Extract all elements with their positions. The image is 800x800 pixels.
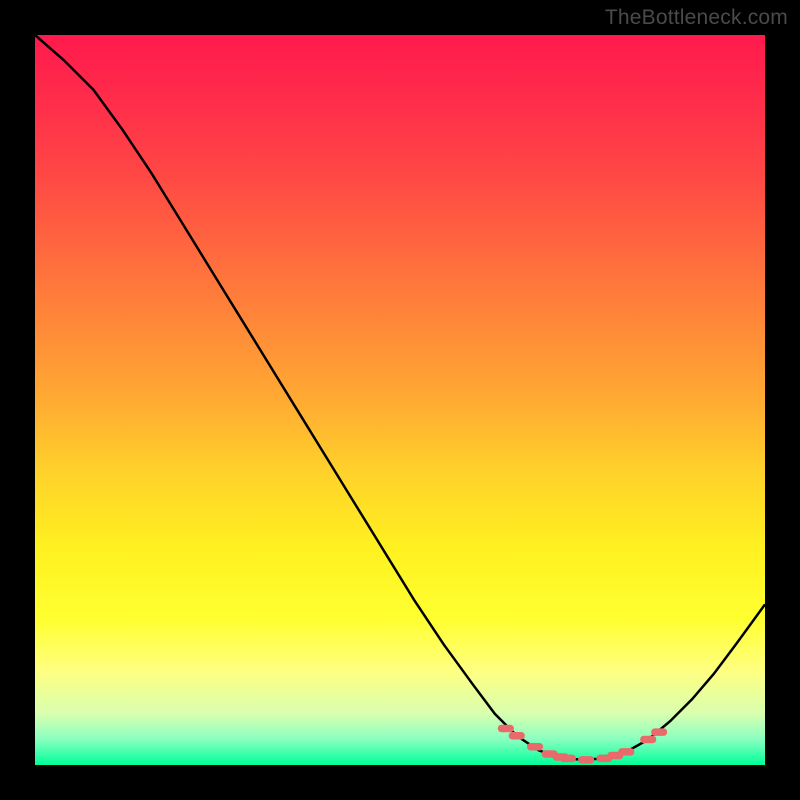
marker-pill (651, 728, 667, 736)
marker-pill (578, 756, 594, 764)
chart-container: TheBottleneck.com (0, 0, 800, 800)
watermark-text: TheBottleneck.com (605, 6, 788, 30)
marker-pill (527, 743, 543, 751)
marker-pill (618, 748, 634, 756)
marker-pill (560, 755, 576, 763)
plot-area (35, 35, 765, 765)
curve-layer (35, 35, 765, 765)
marker-pill (498, 725, 514, 733)
marker-pill (509, 732, 525, 740)
marker-pill (640, 736, 656, 744)
bottleneck-curve (35, 35, 765, 760)
